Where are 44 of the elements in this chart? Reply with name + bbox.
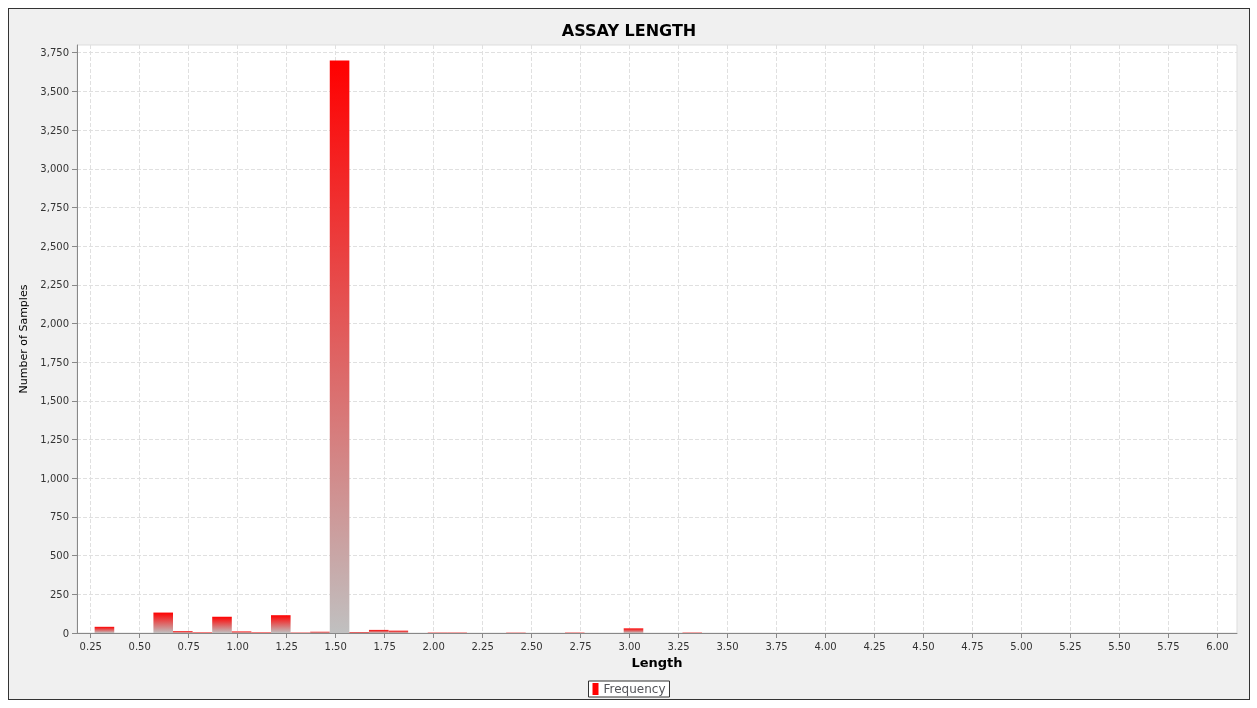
y-tick-label: 1,750: [40, 356, 69, 368]
y-tick-label: 500: [49, 550, 69, 562]
x-tick-label: 2.50: [520, 640, 543, 652]
y-tick-label: 1,000: [40, 472, 69, 484]
x-tick-label: 0.50: [128, 640, 151, 652]
x-axis-title: Length: [631, 654, 683, 670]
x-tick-label: 2.75: [569, 640, 592, 652]
y-tick-label: 0: [62, 627, 69, 639]
x-tick-label: 4.25: [863, 640, 886, 652]
y-tick-label: 2,750: [40, 201, 69, 213]
x-tick-label: 6.00: [1206, 640, 1229, 652]
x-tick-label: 1.50: [324, 640, 347, 652]
x-tick-label: 0.75: [177, 640, 200, 652]
chart-title: ASSAY LENGTH: [561, 20, 697, 40]
x-tick-label: 2.25: [471, 640, 494, 652]
x-tick-label: 3.25: [667, 640, 690, 652]
x-tick-label: 2.00: [422, 640, 445, 652]
x-tick-label: 3.00: [618, 640, 641, 652]
x-tick-label: 1.75: [373, 640, 396, 652]
x-tick-label: 4.50: [912, 640, 935, 652]
y-tick-label: 3,500: [40, 85, 69, 97]
y-tick-label: 3,750: [40, 47, 69, 59]
y-tick-label: 3,250: [40, 124, 69, 136]
x-tick-label: 5.50: [1108, 640, 1131, 652]
y-tick-label: 2,000: [40, 318, 69, 330]
x-tick-label: 5.25: [1059, 640, 1082, 652]
y-tick-label: 750: [49, 511, 69, 523]
y-tick-label: 3,000: [40, 163, 69, 175]
x-tick-label: 5.75: [1157, 640, 1180, 652]
x-tick-label: 3.75: [765, 640, 788, 652]
y-tick-label: 1,500: [40, 395, 69, 407]
x-tick-label: 4.75: [961, 640, 984, 652]
x-tick-label: 4.00: [814, 640, 837, 652]
y-tick-label: 1,250: [40, 434, 69, 446]
y-axis-title: Number of Samples: [17, 284, 31, 394]
y-tick-label: 250: [49, 588, 69, 600]
x-tick-label: 5.00: [1010, 640, 1033, 652]
x-tick-label: 1.25: [275, 640, 298, 652]
legend-label: Frequency: [603, 682, 666, 696]
x-tick-label: 1.00: [226, 640, 249, 652]
y-tick-label: 2,250: [40, 279, 69, 291]
x-tick-label: 3.50: [716, 640, 739, 652]
y-tick-label: 2,500: [40, 240, 69, 252]
x-tick-label: 0.25: [79, 640, 102, 652]
